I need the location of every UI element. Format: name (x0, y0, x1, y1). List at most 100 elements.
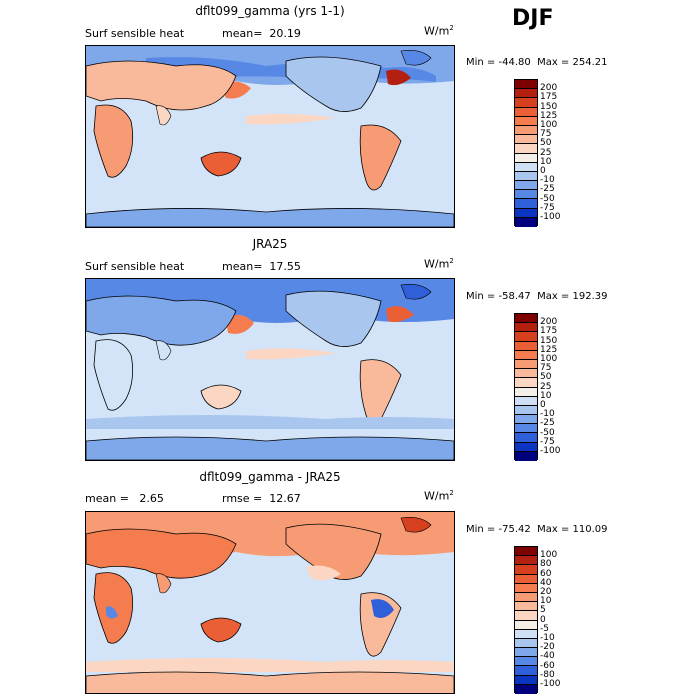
colorbar-swatch (515, 98, 537, 108)
colorbar-tick-label: 200 (540, 317, 558, 328)
colorbar-tick-label: 10 (540, 156, 552, 167)
colorbar-tick-label: -5 (540, 623, 549, 634)
colorbar-tick-label: 100 (540, 354, 558, 364)
colorbar-swatch (515, 116, 537, 126)
colorbar-swatch (515, 675, 537, 685)
colorbar-swatch (515, 341, 537, 351)
colorbar-tick-label: 75 (540, 129, 552, 140)
colorbar-tick-label: -50 (540, 193, 555, 204)
colorbar-tick-label: -50 (540, 427, 555, 438)
panel-1-variable-label: Surf sensible heat (85, 27, 185, 40)
colorbar-swatch (515, 190, 537, 200)
panel-2-minmax: Min = -58.47 Max = 192.39 (466, 291, 608, 302)
colorbar-swatch (515, 684, 537, 694)
colorbar-tick-label: 75 (540, 363, 552, 374)
colorbar-swatch (515, 648, 537, 658)
panel-3-mean-label: mean = 2.65 (85, 492, 164, 505)
panel-2-colorbar (514, 313, 538, 461)
colorbar-swatch (515, 323, 537, 333)
colorbar-swatch (515, 107, 537, 117)
panel-1-minmax: Min = -44.80 Max = 254.21 (466, 57, 608, 68)
panel-3-rmse-label: rmse = 12.67 (222, 492, 301, 505)
colorbar-tick-label: 125 (540, 110, 558, 121)
colorbar-tick-label: -60 (540, 660, 555, 671)
panel-1-units: W/m2 (424, 24, 454, 38)
colorbar-swatch (515, 574, 537, 584)
panel-2-variable-label: Surf sensible heat (85, 260, 185, 273)
colorbar-swatch (515, 89, 537, 99)
colorbar-swatch (515, 314, 537, 324)
colorbar-swatch (515, 350, 537, 360)
colorbar-swatch (515, 565, 537, 575)
panel-2-units: W/m2 (424, 257, 454, 271)
colorbar-tick-label: -10 (540, 633, 555, 643)
colorbar-tick-label: 150 (540, 335, 558, 346)
colorbar-swatch (515, 547, 537, 557)
colorbar-swatch (515, 442, 537, 452)
colorbar-tick-label: 80 (540, 559, 552, 570)
colorbar-tick-label: -75 (540, 202, 555, 213)
colorbar-tick-label: 20 (540, 587, 552, 597)
panel-3-map (85, 511, 455, 694)
colorbar-tick-label: -100 (540, 446, 561, 456)
colorbar-tick-label: 50 (540, 372, 552, 383)
colorbar-tick-label: 40 (540, 577, 552, 588)
colorbar-tick-label: -75 (540, 436, 555, 447)
colorbar-tick-label: 175 (540, 326, 558, 337)
colorbar-swatch (515, 415, 537, 425)
colorbar-tick-label: 0 (540, 166, 546, 176)
colorbar-swatch (515, 378, 537, 388)
panel-1-map (85, 45, 455, 228)
colorbar-swatch (515, 592, 537, 603)
colorbar-swatch (515, 125, 537, 136)
colorbar-tick-label: -40 (540, 651, 555, 662)
panel-3-units: W/m2 (424, 489, 454, 503)
colorbar-swatch (515, 181, 537, 191)
panel-2-title: JRA25 (252, 237, 288, 251)
colorbar-tick-label: 150 (540, 101, 558, 112)
colorbar-swatch (515, 217, 537, 227)
colorbar-swatch (515, 638, 537, 649)
colorbar-tick-label: 200 (540, 83, 558, 94)
colorbar-swatch (515, 144, 537, 154)
colorbar-tick-label: -10 (540, 175, 555, 186)
colorbar-tick-label: 100 (540, 120, 558, 130)
panel-1-title: dflt099_gamma (yrs 1-1) (195, 4, 345, 18)
colorbar-tick-label: -25 (540, 184, 555, 195)
colorbar-swatch (515, 199, 537, 209)
colorbar-tick-label: -20 (540, 642, 555, 653)
colorbar-swatch (515, 396, 537, 406)
colorbar-tick-label: 10 (540, 390, 552, 401)
colorbar-tick-label: 0 (540, 400, 546, 410)
colorbar-swatch (515, 369, 537, 379)
colorbar-swatch (515, 135, 537, 145)
panel-3-title: dflt099_gamma - JRA25 (199, 470, 341, 484)
colorbar-swatch (515, 387, 537, 397)
colorbar-tick-label: 125 (540, 344, 558, 355)
panel-1-mean-label: mean= 20.19 (222, 27, 301, 40)
colorbar-tick-label: -25 (540, 418, 555, 429)
colorbar-swatch (515, 80, 537, 90)
colorbar-tick-label: -100 (540, 679, 561, 689)
colorbar-swatch (515, 424, 537, 434)
colorbar-swatch (515, 602, 537, 612)
colorbar-swatch (515, 153, 537, 163)
colorbar-swatch (515, 405, 537, 416)
panel-3-minmax: Min = -75.42 Max = 110.09 (466, 524, 608, 535)
colorbar-tick-label: 5 (540, 605, 546, 616)
colorbar-swatch (515, 359, 537, 370)
colorbar-tick-label: -10 (540, 409, 555, 420)
colorbar-swatch (515, 583, 537, 593)
colorbar-tick-label: 175 (540, 92, 558, 103)
colorbar-tick-label: 60 (540, 568, 552, 579)
colorbar-tick-label: -100 (540, 212, 561, 222)
panel-2-map (85, 278, 455, 461)
panel-3-colorbar (514, 546, 538, 694)
colorbar-swatch (515, 171, 537, 182)
colorbar-swatch (515, 629, 537, 639)
colorbar-swatch (515, 332, 537, 342)
colorbar-swatch (515, 620, 537, 630)
colorbar-tick-label: 100 (540, 550, 558, 561)
panel-2-mean-label: mean= 17.55 (222, 260, 301, 273)
colorbar-swatch (515, 451, 537, 461)
